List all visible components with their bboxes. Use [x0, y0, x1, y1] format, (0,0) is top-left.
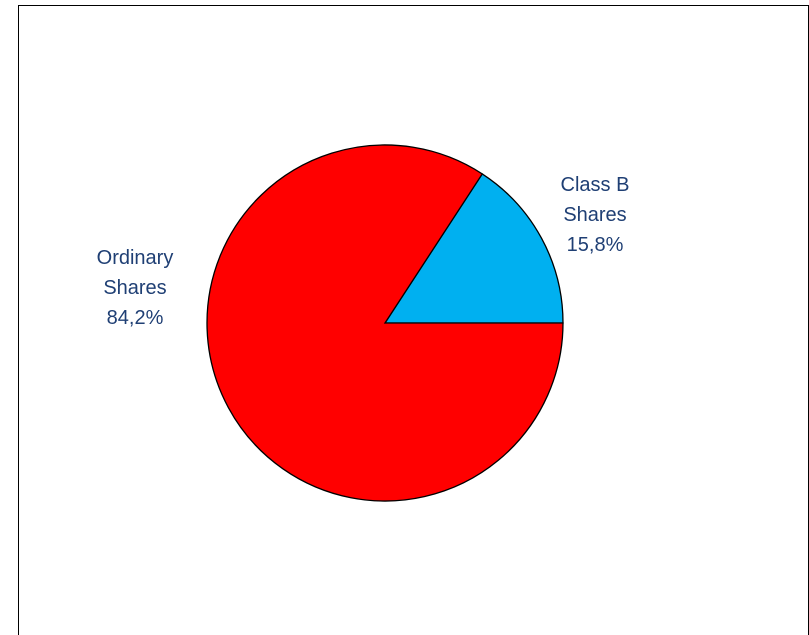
slice-label: Ordinary Shares 84,2% [75, 243, 195, 333]
pie-slice [206, 144, 564, 502]
category-label: Ordinary Shares [96, 247, 174, 299]
value-label: 15,8% [566, 234, 624, 256]
value-label: 84,2% [106, 307, 164, 329]
category-label: Class B Shares [560, 174, 630, 226]
pie-slice [383, 173, 564, 324]
slice-label: Class B Shares 15,8% [535, 170, 655, 260]
